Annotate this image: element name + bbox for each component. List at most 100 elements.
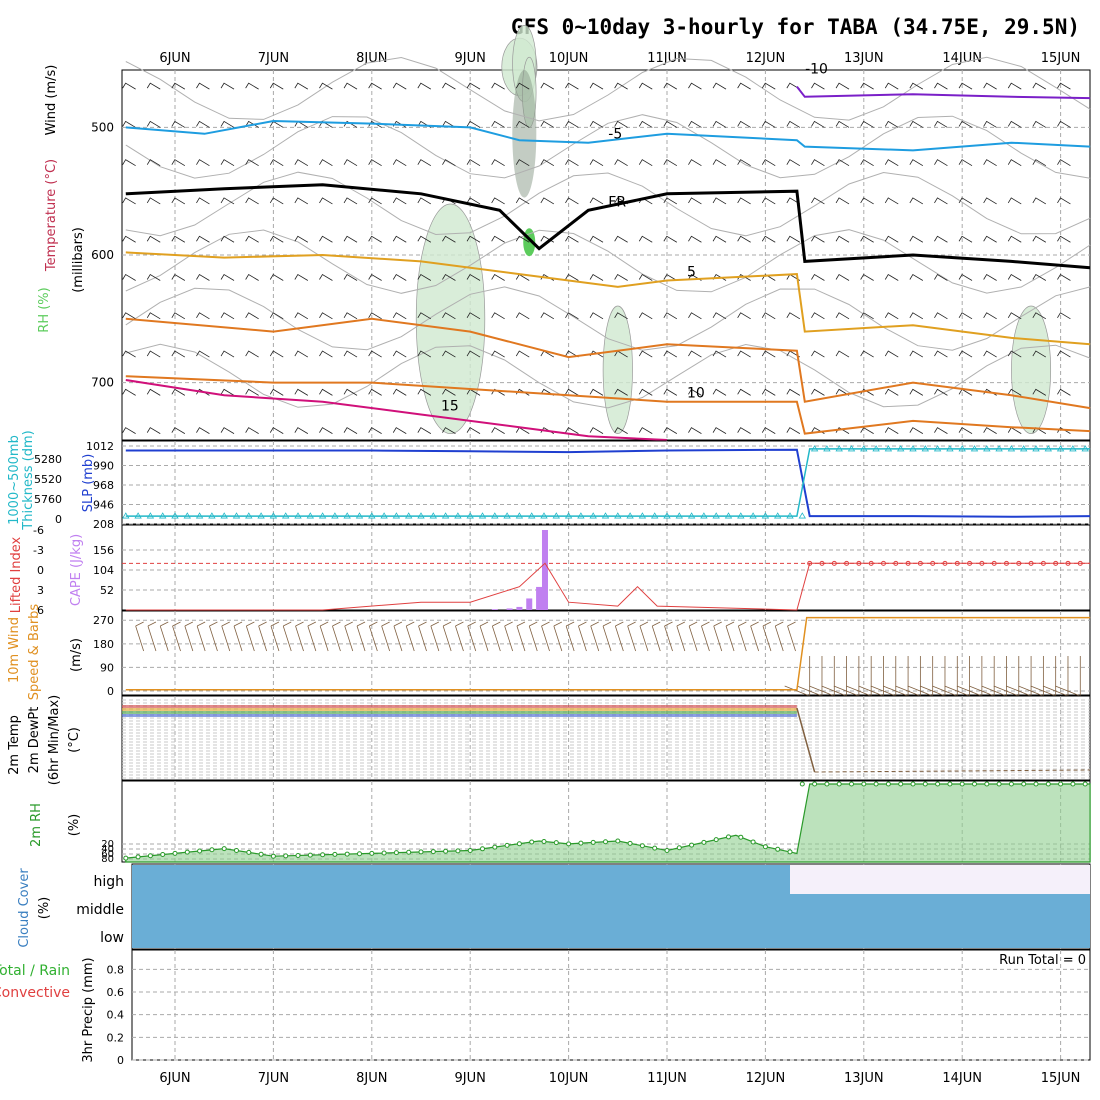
wind-barb: [884, 82, 899, 90]
wind-barb: [688, 197, 702, 205]
rh-marker: [307, 852, 313, 858]
rh-marker: [849, 781, 854, 787]
wind-barb: [737, 427, 751, 434]
wind-barb: [294, 197, 309, 205]
wind-barb: [1032, 120, 1047, 128]
millibars-label: (millibars): [71, 227, 86, 293]
thickness-marker: [380, 512, 388, 519]
wind-barb: [663, 350, 678, 358]
thickness-marker: [515, 512, 524, 519]
wind-barb: [196, 197, 210, 205]
temp-drop-line: [796, 707, 816, 773]
li-marker: [917, 560, 923, 566]
wind-barb: [146, 197, 161, 205]
wind-barb: [245, 235, 259, 243]
rh-marker: [295, 852, 301, 858]
surface-wind-barb: [713, 621, 723, 652]
wind-barb: [196, 82, 210, 90]
wind-barb: [245, 388, 259, 396]
li-marker: [819, 560, 825, 566]
li-marker: [1077, 560, 1083, 566]
rh-marker: [480, 846, 485, 852]
wind-barb: [737, 235, 751, 243]
wind-barb: [368, 388, 382, 396]
rh-marker: [947, 781, 953, 787]
thickness-marker: [318, 512, 327, 519]
wind-barb: [417, 235, 432, 243]
thickness-marker: [368, 512, 376, 519]
rh-marker: [1021, 781, 1027, 787]
rh-marker: [283, 853, 289, 859]
wind-barb: [614, 312, 628, 320]
wind-barb: [811, 159, 825, 167]
wind-barb: [737, 350, 751, 358]
wind-barb: [712, 427, 727, 434]
li-marker: [991, 560, 997, 566]
wind-barb: [1007, 312, 1022, 320]
rh-marker: [972, 781, 977, 787]
wind-barb: [983, 312, 997, 320]
thickness-marker: [983, 445, 991, 452]
thickness-marker: [429, 512, 438, 519]
surface-wind-barb: [147, 621, 157, 652]
wind-barb: [540, 120, 555, 128]
thickness-tick: 0: [55, 513, 62, 526]
surface-wind-barb: [516, 621, 526, 652]
wind-barb: [688, 427, 702, 434]
wind-barb: [860, 350, 874, 358]
thickness-marker: [786, 512, 794, 519]
surface-wind-barb: [196, 621, 206, 652]
wind-barb: [565, 235, 579, 243]
rh-marker: [184, 849, 190, 855]
wind-barb: [860, 273, 874, 281]
top-date-label: 10JUN: [549, 51, 589, 66]
surface-wind-barb: [270, 621, 280, 652]
cape-li-panel-frame: [121, 524, 1091, 611]
wind-barb: [146, 235, 161, 243]
wind-barb: [466, 312, 481, 320]
wind-barb: [122, 82, 136, 90]
wind-barb: [146, 388, 161, 396]
wind-barb: [688, 388, 702, 396]
bottom-date-label: 12JUN: [746, 1071, 786, 1086]
surface-wind-barb: [614, 621, 624, 652]
thickness-marker: [331, 512, 339, 519]
rh-marker: [750, 839, 756, 845]
wind-barb: [688, 159, 702, 167]
wind-barb: [171, 273, 186, 281]
wind-barb: [565, 427, 579, 434]
wind-barb: [835, 427, 850, 434]
rh-marker: [935, 781, 941, 787]
surface-wind-barb: [233, 621, 243, 652]
wind-barb: [1007, 388, 1022, 396]
surface-wind-barb: [651, 621, 661, 652]
thickness-marker: [687, 512, 696, 519]
wind-barb: [983, 350, 997, 358]
wind-barb: [220, 235, 235, 243]
temp-line: [814, 769, 1091, 773]
surface-wind-barb: [418, 621, 427, 652]
rh-contour: [125, 56, 1091, 122]
wind-barb: [1057, 235, 1071, 243]
li-marker: [1003, 560, 1009, 566]
rh-marker: [209, 847, 215, 853]
wind-barb: [294, 235, 309, 243]
rh-marker: [418, 849, 424, 855]
wind-barb: [171, 427, 186, 434]
slp-thickness-panel-frame: [121, 440, 1091, 525]
wind-barb: [884, 273, 899, 281]
thickness-marker: [614, 512, 622, 519]
wind-barb: [712, 312, 727, 320]
thickness-marker: [454, 512, 462, 519]
wind-barb: [663, 388, 678, 396]
rh-marker: [270, 853, 276, 859]
top-date-label: 8JUN: [356, 51, 387, 66]
li-marker: [856, 560, 862, 566]
wind-barb: [614, 235, 628, 243]
wind-barb: [909, 159, 924, 167]
wind-barb: [368, 235, 382, 243]
rh-marker: [996, 781, 1002, 787]
rh-marker: [455, 848, 461, 854]
rh-marker: [357, 851, 362, 857]
